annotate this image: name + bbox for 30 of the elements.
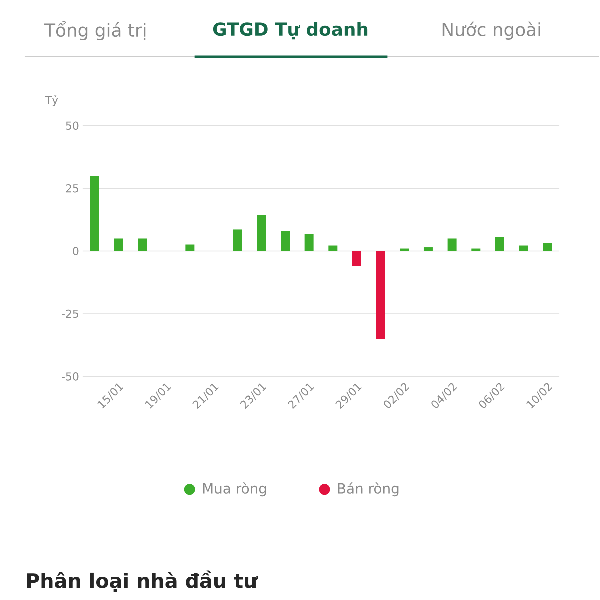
bar [376, 252, 386, 340]
bar [186, 245, 195, 252]
legend-label: Mua ròng [203, 482, 266, 497]
y-tick-label: 50 [66, 122, 79, 130]
bar [280, 231, 290, 252]
bar [90, 176, 100, 252]
y-tick-label: 0 [73, 247, 79, 256]
chart-title: GTGD Tự doanh [213, 22, 368, 40]
bar [233, 230, 242, 252]
text: Nước ngoài [442, 22, 540, 40]
bar [424, 248, 433, 252]
bar [448, 238, 457, 252]
bar [138, 238, 148, 252]
bar [257, 215, 266, 252]
y-tick-label: -25 [62, 310, 78, 318]
bar [543, 243, 552, 252]
y-tick-label: 25 [66, 184, 78, 193]
bar [495, 237, 504, 252]
y-tick-label: -50 [62, 372, 79, 382]
y-axis-title: Tỷ [45, 95, 58, 107]
bar [114, 238, 124, 252]
text: Tổng giá trị [44, 22, 146, 41]
bar [472, 249, 481, 252]
bar [328, 246, 338, 252]
legend-label: Bán ròng [338, 482, 399, 497]
text: Phân loại nhà đầu tư [27, 570, 258, 593]
bar [352, 252, 362, 267]
bar [400, 249, 410, 252]
bar [304, 234, 314, 252]
bar [519, 246, 528, 252]
